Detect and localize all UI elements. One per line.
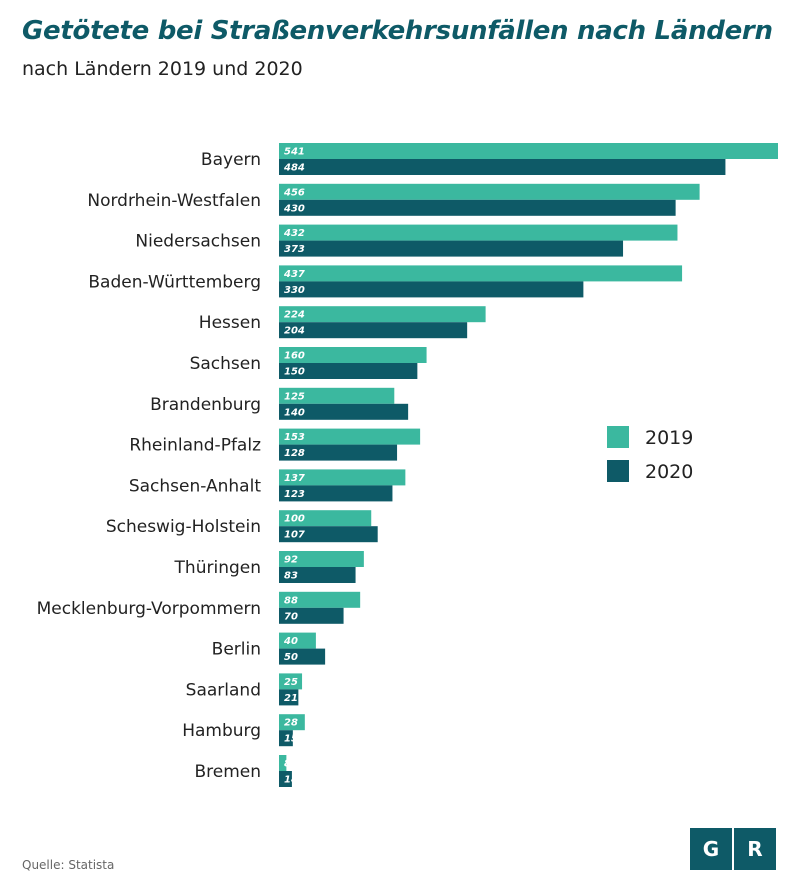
bar-2019 <box>279 183 700 200</box>
data-label-2020: 140 <box>284 407 305 418</box>
data-label-2020: 14 <box>284 775 298 786</box>
legend-label-2019: 2019 <box>645 427 693 449</box>
data-label-2020: 430 <box>283 203 305 214</box>
data-label-2019: 541 <box>284 147 305 158</box>
data-label-2019: 92 <box>284 555 298 566</box>
data-label-2020: 83 <box>284 571 298 582</box>
data-label-2019: 432 <box>283 228 305 239</box>
bar-2020 <box>279 159 726 175</box>
data-label-2019: 160 <box>284 351 305 362</box>
chart-title: Getötete bei Straßenverkehrsunfällen nac… <box>22 16 773 46</box>
category-label: Nordrhein-Westfalen <box>87 191 261 211</box>
data-label-2020: 484 <box>283 163 305 174</box>
logo-letter-g: G <box>690 828 732 870</box>
data-label-2019: 28 <box>284 718 298 729</box>
legend-swatch-2019 <box>607 426 629 448</box>
bar-2020 <box>279 240 624 257</box>
category-label: Bayern <box>201 150 261 170</box>
bar-2020 <box>279 199 676 216</box>
bar-2019 <box>279 387 395 404</box>
data-label-2019: 437 <box>283 269 305 280</box>
data-label-2019: 456 <box>283 187 305 198</box>
category-label: Bremen <box>194 762 261 782</box>
bar-2020 <box>279 648 326 665</box>
bar-2020 <box>279 403 409 420</box>
bar-2020 <box>279 526 378 543</box>
data-label-2020: 21 <box>284 693 298 704</box>
data-label-2019: 25 <box>284 677 298 688</box>
bar-2019 <box>279 143 778 159</box>
category-label: Hessen <box>199 313 261 333</box>
category-label: Berlin <box>212 640 261 660</box>
data-label-2020: 123 <box>284 489 305 500</box>
bar-2020 <box>279 281 584 298</box>
bar-2020 <box>279 444 398 461</box>
data-label-2019: 100 <box>284 514 305 525</box>
data-label-2020: 204 <box>284 326 305 337</box>
category-label: Sachsen-Anhalt <box>129 476 261 496</box>
data-label-2019: 40 <box>283 636 298 647</box>
bar-2020 <box>279 730 293 747</box>
category-label: Baden-Württemberg <box>88 272 261 292</box>
legend-swatch-2020 <box>607 460 629 482</box>
data-label-2019: 153 <box>284 432 305 443</box>
data-label-2019: 8 <box>284 759 291 770</box>
logo-letter-r: R <box>734 828 776 870</box>
category-label: Rheinland-Pfalz <box>129 436 261 456</box>
bar-2019 <box>279 551 364 567</box>
legend-label-2020: 2020 <box>645 461 693 483</box>
data-label-2020: 373 <box>284 244 305 255</box>
bar-2019 <box>279 224 678 241</box>
data-label-2019: 137 <box>284 473 305 484</box>
category-label: Scheswig-Holstein <box>106 517 261 537</box>
bar-2019 <box>279 469 406 486</box>
chart-subtitle: nach Ländern 2019 und 2020 <box>22 58 303 80</box>
category-label: Thüringen <box>174 558 261 578</box>
category-label: Saarland <box>186 680 261 700</box>
data-label-2020: 107 <box>284 530 305 541</box>
bar-2020 <box>279 363 418 379</box>
bar-2019 <box>279 347 427 363</box>
bar-2019 <box>279 673 303 690</box>
bar-2019 <box>279 428 421 445</box>
data-label-2019: 88 <box>284 595 298 606</box>
bar-2020 <box>279 689 299 706</box>
data-label-2020: 150 <box>284 367 305 378</box>
data-label-2020: 330 <box>284 285 305 296</box>
bar-2019 <box>279 755 287 771</box>
brand-logo: G R <box>690 828 776 870</box>
bar-2020 <box>279 322 468 339</box>
source-note: Quelle: Statista <box>22 858 115 872</box>
bar-2019 <box>279 306 486 323</box>
bar-2019 <box>279 591 361 608</box>
bar-2019 <box>279 510 372 527</box>
data-label-2019: 125 <box>284 391 305 402</box>
bar-2020 <box>279 607 344 624</box>
bar-2019 <box>279 632 316 649</box>
category-label: Brandenburg <box>150 395 261 415</box>
data-label-2020: 15 <box>284 734 298 745</box>
category-label: Niedersachsen <box>135 232 261 252</box>
bar-2020 <box>279 485 393 502</box>
category-label: Mecklenburg-Vorpommern <box>37 599 261 619</box>
bar-2020 <box>279 771 292 787</box>
data-label-2020: 70 <box>284 611 298 622</box>
bar-2019 <box>279 265 683 282</box>
data-label-2019: 224 <box>284 310 305 321</box>
data-label-2020: 50 <box>284 652 298 663</box>
bar-2020 <box>279 567 356 583</box>
category-label: Sachsen <box>190 354 261 374</box>
category-label: Hamburg <box>182 721 261 741</box>
bar-2019 <box>279 714 305 731</box>
data-label-2020: 128 <box>284 448 305 459</box>
